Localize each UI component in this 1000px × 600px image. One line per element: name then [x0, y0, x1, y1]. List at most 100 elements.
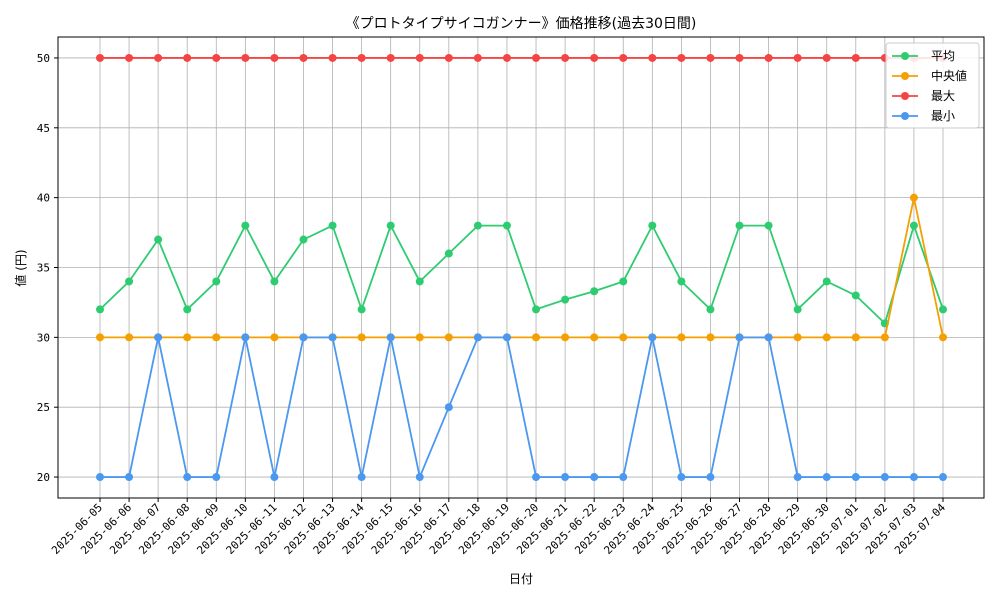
plot-frame: [57, 36, 985, 499]
data-point: [851, 53, 860, 62]
series-2: [96, 53, 947, 62]
data-point: [532, 305, 541, 314]
data-point: [822, 277, 831, 286]
data-point: [677, 473, 686, 482]
data-point: [851, 473, 860, 482]
data-point: [648, 53, 657, 62]
data-point: [357, 333, 366, 342]
chart-title: 《プロトタイプサイコガンナー》価格推移(過去30日間): [346, 16, 697, 32]
series-line: [100, 197, 944, 339]
data-point: [386, 53, 395, 62]
data-point: [677, 53, 686, 62]
data-point: [299, 53, 308, 62]
data-point: [619, 53, 628, 62]
data-point: [270, 473, 279, 482]
data-point: [328, 333, 337, 342]
data-point: [590, 473, 599, 482]
data-point: [183, 53, 192, 62]
y-tick-label: 25: [37, 401, 50, 414]
data-point: [880, 473, 889, 482]
data-point: [96, 333, 104, 342]
data-point: [619, 473, 628, 482]
data-point: [590, 287, 599, 296]
data-point: [677, 277, 686, 286]
data-point: [909, 221, 918, 230]
data-point: [793, 53, 802, 62]
data-point: [183, 305, 192, 314]
legend-marker: [901, 52, 909, 60]
data-point: [299, 235, 308, 244]
data-point: [590, 333, 599, 342]
data-point: [415, 277, 424, 286]
y-tick-label: 40: [37, 192, 50, 205]
data-point: [299, 333, 308, 342]
data-point: [444, 403, 453, 412]
data-point: [706, 333, 715, 342]
data-point: [444, 333, 453, 342]
data-point: [619, 277, 628, 286]
data-point: [502, 221, 511, 230]
data-point: [183, 473, 192, 482]
data-point: [939, 305, 947, 314]
data-point: [851, 333, 860, 342]
data-point: [415, 53, 424, 62]
data-point: [154, 333, 163, 342]
y-tick-label: 50: [37, 52, 50, 65]
data-point: [183, 333, 192, 342]
data-point: [241, 333, 250, 342]
data-point: [212, 473, 221, 482]
legend-marker: [901, 92, 909, 100]
data-point: [764, 333, 773, 342]
data-point: [212, 333, 221, 342]
data-point: [473, 221, 482, 230]
data-point: [154, 235, 163, 244]
data-point: [386, 221, 395, 230]
data-point: [444, 249, 453, 258]
legend-marker: [901, 72, 909, 80]
data-point: [357, 473, 366, 482]
grid: [58, 37, 984, 498]
legend-label: 最大: [931, 89, 955, 103]
legend-box: [885, 42, 980, 129]
data-point: [96, 473, 104, 482]
data-point: [270, 53, 279, 62]
data-point: [619, 333, 628, 342]
data-point: [502, 333, 511, 342]
data-point: [241, 221, 250, 230]
data-point: [415, 473, 424, 482]
series-line: [100, 336, 943, 481]
data-point: [532, 53, 541, 62]
y-tick-label: 30: [37, 331, 50, 344]
data-point: [502, 53, 511, 62]
data-point: [125, 333, 134, 342]
y-axis-title: 値 (円): [13, 249, 28, 286]
data-point: [735, 221, 744, 230]
data-point: [357, 305, 366, 314]
data-point: [473, 53, 482, 62]
data-point: [735, 53, 744, 62]
x-axis-title: 日付: [509, 572, 533, 586]
data-point: [764, 221, 773, 230]
data-point: [125, 277, 134, 286]
data-point: [822, 473, 831, 482]
series-group: [96, 53, 947, 482]
y-tick-label: 20: [37, 471, 50, 484]
data-point: [793, 305, 802, 314]
data-point: [706, 305, 715, 314]
y-tick-label: 45: [37, 122, 50, 135]
data-point: [909, 473, 918, 482]
data-point: [212, 277, 221, 286]
data-point: [212, 53, 221, 62]
x-axis-ticks: 2025-06-052025-06-062025-06-072025-06-08…: [49, 498, 948, 557]
data-point: [706, 473, 715, 482]
legend-label: 中央値: [931, 68, 967, 83]
data-point: [851, 291, 860, 300]
data-point: [793, 473, 802, 482]
data-point: [822, 333, 831, 342]
data-point: [590, 53, 599, 62]
y-axis-ticks: 20 25 30 35 40 45 50: [37, 52, 58, 484]
data-point: [328, 221, 337, 230]
data-point: [939, 473, 947, 482]
